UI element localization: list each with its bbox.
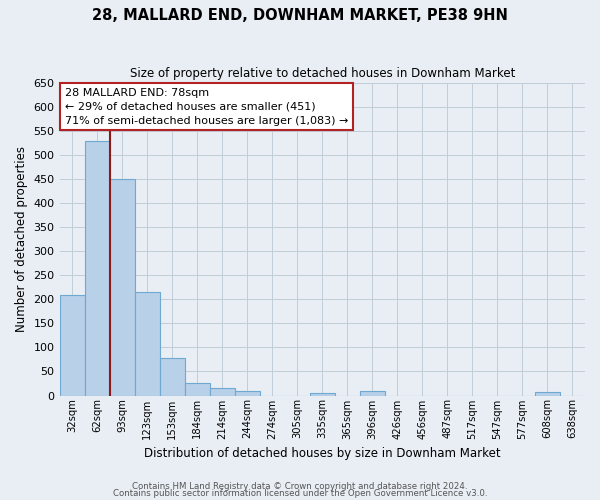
Bar — [360, 391, 385, 396]
Bar — [160, 358, 185, 396]
Y-axis label: Number of detached properties: Number of detached properties — [15, 146, 28, 332]
Text: Contains HM Land Registry data © Crown copyright and database right 2024.: Contains HM Land Registry data © Crown c… — [132, 482, 468, 491]
Bar — [535, 392, 560, 396]
Bar — [85, 140, 110, 396]
Bar — [59, 294, 85, 396]
Bar — [185, 383, 209, 396]
Text: 28, MALLARD END, DOWNHAM MARKET, PE38 9HN: 28, MALLARD END, DOWNHAM MARKET, PE38 9H… — [92, 8, 508, 22]
Bar — [209, 388, 235, 396]
Text: 28 MALLARD END: 78sqm
← 29% of detached houses are smaller (451)
71% of semi-det: 28 MALLARD END: 78sqm ← 29% of detached … — [65, 88, 348, 126]
Title: Size of property relative to detached houses in Downham Market: Size of property relative to detached ho… — [130, 68, 515, 80]
Bar — [110, 179, 134, 396]
Bar — [310, 393, 335, 396]
Bar — [235, 390, 260, 396]
X-axis label: Distribution of detached houses by size in Downham Market: Distribution of detached houses by size … — [144, 447, 500, 460]
Text: Contains public sector information licensed under the Open Government Licence v3: Contains public sector information licen… — [113, 490, 487, 498]
Bar — [134, 292, 160, 396]
